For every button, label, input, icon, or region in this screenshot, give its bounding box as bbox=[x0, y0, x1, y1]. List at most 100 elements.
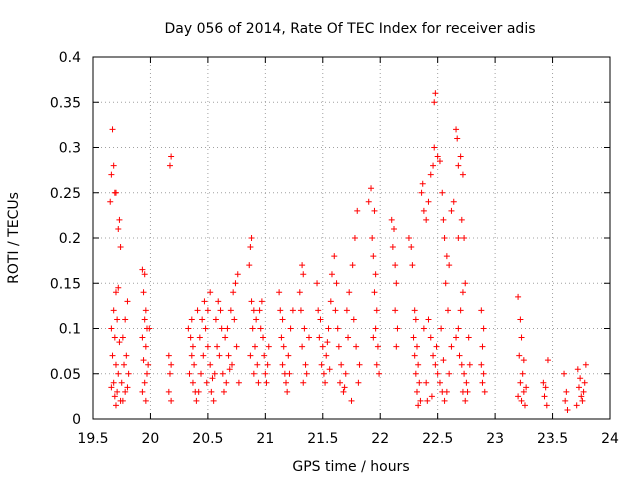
data-point bbox=[543, 402, 550, 409]
data-point bbox=[234, 271, 241, 278]
data-point bbox=[427, 334, 434, 341]
data-point bbox=[418, 189, 425, 196]
data-point bbox=[373, 307, 380, 314]
data-point bbox=[165, 388, 172, 395]
data-point bbox=[108, 325, 115, 332]
data-point bbox=[115, 370, 122, 377]
data-point bbox=[480, 370, 487, 377]
data-point bbox=[579, 397, 586, 404]
data-point bbox=[428, 393, 435, 400]
x-tick-label: 21.5 bbox=[307, 431, 338, 447]
x-tick-label: 20.5 bbox=[192, 431, 223, 447]
data-point bbox=[432, 361, 439, 368]
data-point bbox=[109, 352, 116, 359]
data-point bbox=[230, 289, 237, 296]
data-point bbox=[448, 343, 455, 350]
data-point bbox=[433, 343, 440, 350]
data-point bbox=[186, 370, 193, 377]
data-point bbox=[203, 379, 210, 386]
data-point bbox=[209, 375, 216, 382]
data-point bbox=[112, 361, 119, 368]
data-point bbox=[235, 379, 242, 386]
x-tick-label: 23 bbox=[486, 431, 504, 447]
data-point bbox=[409, 262, 416, 269]
data-point bbox=[425, 316, 432, 323]
data-point bbox=[188, 352, 195, 359]
data-point bbox=[335, 343, 342, 350]
data-point bbox=[256, 307, 263, 314]
data-point bbox=[125, 370, 132, 377]
data-point bbox=[445, 307, 452, 314]
data-point bbox=[299, 262, 306, 269]
data-point bbox=[299, 343, 306, 350]
data-point bbox=[146, 325, 153, 332]
data-point bbox=[581, 379, 588, 386]
data-point bbox=[424, 397, 431, 404]
data-point bbox=[462, 397, 469, 404]
data-point bbox=[443, 253, 450, 260]
data-point bbox=[284, 388, 291, 395]
data-point bbox=[123, 352, 130, 359]
data-point bbox=[210, 397, 217, 404]
data-point bbox=[356, 361, 363, 368]
y-tick-label: 0.3 bbox=[59, 141, 81, 157]
x-tick-label: 22 bbox=[371, 431, 389, 447]
data-point bbox=[202, 325, 209, 332]
data-point bbox=[189, 343, 196, 350]
data-point bbox=[115, 225, 122, 232]
data-point bbox=[303, 370, 310, 377]
data-point bbox=[405, 235, 412, 241]
data-point bbox=[145, 361, 152, 368]
data-point bbox=[216, 352, 223, 359]
data-point bbox=[436, 158, 443, 165]
data-point bbox=[412, 370, 419, 377]
data-point bbox=[220, 388, 227, 395]
data-point bbox=[416, 379, 423, 386]
data-point bbox=[247, 352, 254, 359]
data-point bbox=[423, 216, 430, 223]
data-point bbox=[139, 388, 146, 395]
y-tick-label: 0 bbox=[72, 412, 81, 428]
data-point bbox=[199, 316, 206, 323]
data-point bbox=[457, 153, 464, 160]
data-point bbox=[371, 289, 378, 296]
data-point bbox=[393, 343, 400, 350]
data-point bbox=[465, 334, 472, 341]
data-point bbox=[277, 307, 284, 314]
data-point bbox=[261, 352, 268, 359]
data-point bbox=[448, 207, 455, 214]
data-point bbox=[440, 216, 447, 223]
data-point bbox=[455, 162, 462, 169]
data-point bbox=[370, 334, 377, 341]
data-point bbox=[305, 334, 312, 341]
data-point bbox=[580, 388, 587, 395]
data-point bbox=[225, 352, 232, 359]
data-point bbox=[260, 334, 267, 341]
data-point bbox=[254, 361, 261, 368]
data-point bbox=[446, 262, 453, 269]
data-point bbox=[582, 361, 589, 368]
y-tick-label: 0.4 bbox=[59, 50, 81, 66]
data-point bbox=[315, 307, 322, 314]
data-point bbox=[250, 370, 257, 377]
data-point bbox=[564, 406, 571, 413]
data-point bbox=[215, 298, 222, 305]
data-point bbox=[523, 384, 530, 391]
data-point bbox=[317, 316, 324, 323]
y-tick-label: 0.35 bbox=[50, 95, 81, 111]
data-point bbox=[453, 334, 460, 341]
x-tick-label: 22.5 bbox=[422, 431, 453, 447]
data-point bbox=[278, 334, 285, 341]
data-point bbox=[518, 334, 525, 341]
data-point bbox=[373, 361, 380, 368]
data-point bbox=[140, 289, 147, 296]
data-point bbox=[443, 388, 450, 395]
data-point bbox=[439, 189, 446, 196]
data-point bbox=[218, 325, 225, 332]
data-point bbox=[142, 397, 149, 404]
data-point bbox=[168, 397, 175, 404]
data-point bbox=[540, 379, 547, 386]
data-point bbox=[340, 388, 347, 395]
data-point bbox=[204, 307, 211, 314]
data-point bbox=[110, 307, 117, 314]
